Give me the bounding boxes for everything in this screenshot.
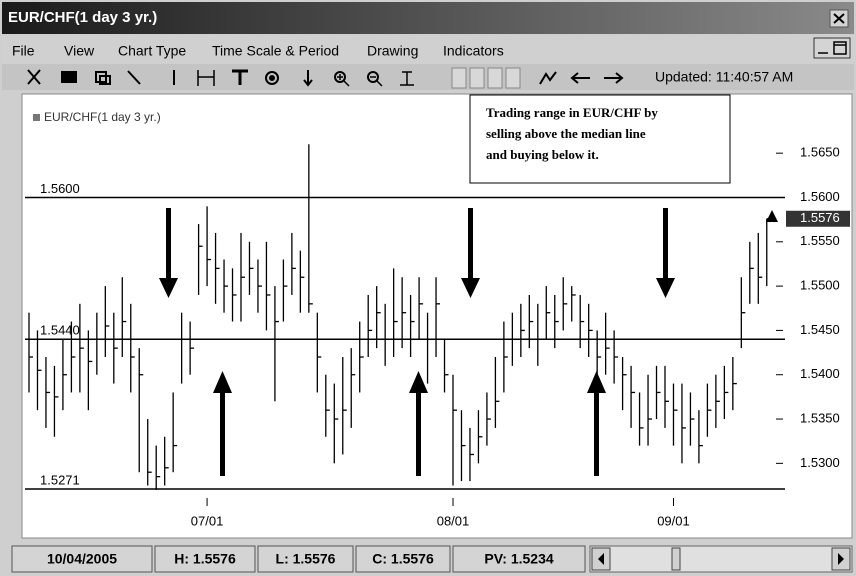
up-marker bbox=[766, 210, 778, 222]
x-tick-label: 07/01 bbox=[191, 513, 224, 528]
menu-bar bbox=[2, 36, 854, 64]
window-title: EUR/CHF(1 day 3 yr.) bbox=[8, 9, 157, 26]
y-tick-label: 1.5450 bbox=[800, 322, 840, 337]
close-button[interactable] bbox=[829, 9, 849, 28]
down-arrow bbox=[461, 208, 480, 298]
title-bar bbox=[2, 2, 854, 34]
status-box bbox=[257, 545, 354, 573]
y-tick-label: 1.5550 bbox=[800, 233, 840, 248]
status-text: H: 1.5576 bbox=[174, 551, 236, 567]
y-tick-label: 1.5350 bbox=[800, 410, 840, 425]
scrollbar[interactable] bbox=[589, 545, 853, 573]
y-tick-label: 1.5400 bbox=[800, 366, 840, 381]
status-box bbox=[355, 545, 451, 573]
up-arrow bbox=[587, 371, 606, 476]
arrows bbox=[159, 208, 778, 476]
legend-label: EUR/CHF(1 day 3 yr.) bbox=[44, 110, 161, 124]
status-text: 10/04/2005 bbox=[47, 551, 117, 567]
x-tick-label: 09/01 bbox=[657, 513, 690, 528]
level-label: 1.5271 bbox=[40, 472, 80, 487]
down-arrow bbox=[656, 208, 675, 298]
menu-item[interactable]: File bbox=[12, 43, 35, 59]
up-arrow bbox=[213, 371, 232, 476]
up-arrow bbox=[409, 371, 428, 476]
menu-item[interactable]: Indicators bbox=[443, 43, 504, 59]
legend-swatch bbox=[33, 114, 40, 121]
status-text: L: 1.5576 bbox=[276, 551, 336, 567]
last-price-label: 1.5576 bbox=[800, 210, 840, 225]
level-label: 1.5440 bbox=[40, 323, 80, 338]
status-text: C: 1.5576 bbox=[372, 551, 434, 567]
annotation-line: Trading range in EUR/CHF by bbox=[486, 105, 658, 120]
menu-item[interactable]: Time Scale & Period bbox=[212, 43, 339, 59]
status-box bbox=[452, 545, 586, 573]
y-tick-label: 1.5500 bbox=[800, 278, 840, 293]
y-tick-label: 1.5300 bbox=[800, 455, 840, 470]
menu-item[interactable]: View bbox=[64, 43, 95, 59]
annotation-box bbox=[469, 94, 731, 184]
x-tick-label: 08/01 bbox=[437, 513, 470, 528]
toolbar bbox=[2, 64, 854, 90]
menu-item[interactable]: Chart Type bbox=[118, 43, 186, 59]
annotation-line: selling above the median line bbox=[486, 126, 646, 141]
level-label: 1.5600 bbox=[40, 181, 80, 196]
down-arrow bbox=[159, 208, 178, 298]
y-tick-label: 1.5650 bbox=[800, 145, 840, 160]
status-text: PV: 1.5234 bbox=[484, 551, 553, 567]
status-box bbox=[11, 545, 153, 573]
last-price-box bbox=[786, 210, 850, 227]
updated-time: Updated: 11:40:57 AM bbox=[655, 69, 793, 85]
window-controls[interactable] bbox=[813, 37, 851, 59]
status-box bbox=[154, 545, 256, 573]
y-tick-label: 1.5600 bbox=[800, 189, 840, 204]
annotation-line: and buying below it. bbox=[486, 147, 599, 162]
toolbar-icons[interactable] bbox=[27, 67, 624, 89]
menu-item[interactable]: Drawing bbox=[367, 43, 418, 59]
